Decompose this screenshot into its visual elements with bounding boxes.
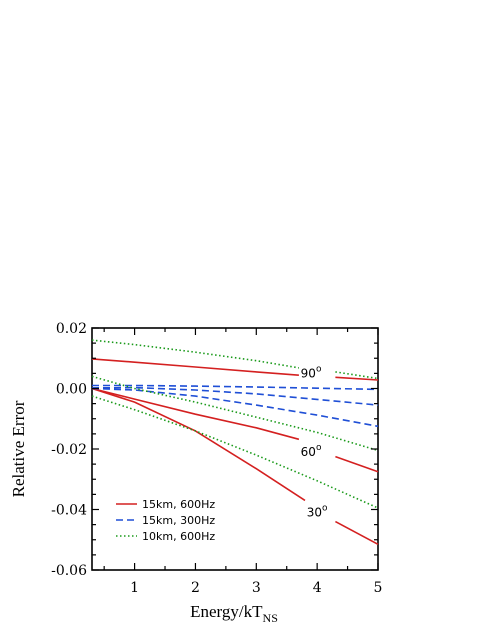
x-axis-title-subscript: NS [263, 611, 278, 625]
series-line [335, 520, 379, 546]
series-line [91, 387, 379, 428]
y-tick-label: 0.00 [56, 382, 87, 398]
y-tick-label: -0.02 [51, 442, 87, 458]
series-line [91, 386, 379, 406]
x-tick-label: 4 [313, 580, 322, 596]
y-tick-label: 0.02 [56, 321, 87, 337]
series-line [335, 376, 379, 381]
legend-label: 15km, 600Hz [142, 498, 215, 511]
series-line [91, 375, 379, 452]
series-line [91, 387, 306, 502]
x-tick-label: 3 [252, 580, 261, 596]
series-layer [91, 339, 379, 546]
y-tick-label: -0.04 [51, 503, 87, 519]
angle-label: 30o [307, 504, 328, 520]
angle-label: 90o [301, 364, 322, 380]
y-axis: 0.02 0.00 -0.02 -0.04 -0.06 [51, 321, 378, 579]
angle-label: 60o [301, 443, 322, 459]
x-axis-title: Energy/kTNS [190, 602, 278, 625]
series-line [92, 384, 379, 391]
x-tick-label: 2 [191, 580, 200, 596]
x-tick-label: 5 [374, 580, 383, 596]
legend-label: 15km, 300Hz [142, 514, 215, 527]
series-line [91, 339, 300, 369]
legend-label: 10km, 600Hz [142, 530, 215, 543]
angle-annotations: 90o 60o 30o [301, 364, 328, 519]
legend: 15km, 600Hz 15km, 300Hz 10km, 600Hz [116, 498, 215, 543]
x-tick-label: 1 [130, 580, 139, 596]
x-axis: 1 2 3 4 5 [103, 328, 383, 596]
plot-frame [91, 327, 379, 571]
series-line [91, 358, 299, 376]
series-line [91, 387, 300, 441]
x-axis-title-main: Energy/kT [190, 602, 263, 621]
y-tick-label: -0.06 [51, 563, 87, 579]
series-line [335, 455, 379, 473]
series-line [91, 395, 379, 509]
y-axis-title: Relative Error [9, 400, 28, 497]
